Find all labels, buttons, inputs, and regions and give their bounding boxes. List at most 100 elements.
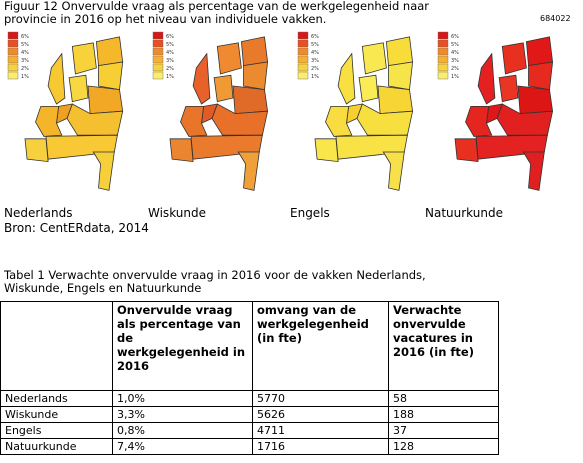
table-cell: Natuurkunde — [0, 438, 113, 455]
table-cell: 1716 — [252, 438, 389, 455]
legend-label: 4% — [451, 50, 459, 56]
province — [465, 106, 493, 137]
province — [24, 138, 49, 163]
caption-line: Tabel 1 Verwachte onvervulde vraag in 20… — [4, 268, 426, 282]
legend-label: 4% — [21, 50, 29, 56]
province — [528, 61, 554, 91]
legend-label: 5% — [166, 42, 174, 48]
caption-line: Wiskunde, Engels en Natuurkunde — [4, 281, 202, 295]
legend-label: 5% — [21, 42, 29, 48]
province — [361, 42, 387, 75]
province — [337, 52, 356, 105]
province — [71, 42, 97, 75]
legend-label: 3% — [21, 58, 29, 64]
table-cell: 188 — [388, 406, 499, 423]
province — [501, 42, 527, 75]
table-cell: 128 — [388, 438, 499, 455]
table-cell: 5626 — [252, 406, 389, 423]
legend-swatch — [437, 71, 449, 80]
table-cell: Wiskunde — [0, 406, 113, 423]
legend-swatch — [297, 63, 309, 72]
caption-line: Figuur 12 Onvervulde vraag als percentag… — [4, 0, 430, 13]
province — [522, 151, 545, 191]
table-caption: Tabel 1 Verwachte onvervulde vraag in 20… — [4, 269, 426, 295]
legend-swatch — [437, 55, 449, 64]
legend-swatch — [7, 47, 19, 56]
legend-label: 5% — [311, 42, 319, 48]
legend-swatch — [152, 39, 164, 48]
province — [388, 61, 414, 91]
legend-swatch — [297, 39, 309, 48]
province — [498, 74, 519, 103]
legend-swatch — [297, 71, 309, 80]
legend-swatch — [152, 31, 164, 40]
province — [213, 74, 234, 103]
province — [382, 151, 405, 191]
maps: 6% 5% 4% 3% 2% 1% 6% 5% 4% 3% 2% 1% 6% 5% 4% 3% 2% 1% 6% 5%… — [7, 31, 554, 191]
table-row: Wiskunde 3,3% 5626 188 — [0, 406, 499, 423]
table-cell: Engels — [0, 422, 113, 439]
table-cell: 5770 — [252, 390, 389, 407]
legend-label: 6% — [451, 34, 459, 40]
legend-swatch — [152, 55, 164, 64]
table-cell: 37 — [388, 422, 499, 439]
table-cell: 7,4% — [112, 438, 253, 455]
legend-swatch — [437, 39, 449, 48]
table-row: Engels 0,8% 4711 37 — [0, 422, 499, 439]
table-cell: 0,8% — [112, 422, 253, 439]
province — [92, 151, 115, 191]
map-label: Natuurkunde — [425, 206, 503, 220]
table-cell: 58 — [388, 390, 499, 407]
table-row: Natuurkunde 7,4% 1716 128 — [0, 438, 499, 455]
province — [169, 138, 194, 163]
legend-label: 2% — [166, 66, 174, 72]
legend-swatch — [297, 31, 309, 40]
legend-label: 2% — [451, 66, 459, 72]
header-cell: omvang van de werkgelegenheid (in fte) — [252, 301, 389, 391]
legend-label: 2% — [21, 66, 29, 72]
header-row: Onvervulde vraag als percentage van de w… — [0, 301, 499, 391]
province — [325, 106, 353, 137]
legend-label: 4% — [311, 50, 319, 56]
legend-swatch — [7, 55, 19, 64]
province — [95, 36, 124, 67]
table-row: Nederlands 1,0% 5770 58 — [0, 390, 499, 407]
province — [525, 36, 554, 67]
legend-label: 1% — [166, 74, 174, 80]
legend-label: 6% — [311, 34, 319, 40]
province — [385, 36, 414, 67]
header-cell — [0, 301, 113, 391]
legend-label: 3% — [451, 58, 459, 64]
map-label: Wiskunde — [148, 206, 206, 220]
legend-swatch — [7, 31, 19, 40]
province — [35, 106, 63, 137]
legend-label: 3% — [166, 58, 174, 64]
province — [87, 85, 124, 115]
province — [232, 85, 269, 115]
province — [240, 36, 269, 67]
table-cell: 3,3% — [112, 406, 253, 423]
table-cell: Nederlands — [0, 390, 113, 407]
source: Bron: CentERdata, 2014 — [4, 221, 149, 235]
province — [314, 138, 339, 163]
map-label: Nederlands — [4, 206, 73, 220]
legend-label: 2% — [311, 66, 319, 72]
province — [358, 74, 379, 103]
legend-label: 6% — [166, 34, 174, 40]
legend-label: 1% — [451, 74, 459, 80]
legend-swatch — [297, 47, 309, 56]
map-label: Engels — [290, 206, 330, 220]
province — [377, 85, 414, 115]
province — [180, 106, 208, 137]
province — [243, 61, 269, 91]
legend-swatch — [152, 47, 164, 56]
table-cell: 4711 — [252, 422, 389, 439]
province — [216, 42, 242, 75]
legend-label: 4% — [166, 50, 174, 56]
province — [192, 52, 211, 105]
legend-label: 6% — [21, 34, 29, 40]
caption-line: provincie in 2016 op het niveau van indi… — [4, 12, 327, 26]
legend-swatch — [437, 63, 449, 72]
legend-swatch — [7, 71, 19, 80]
